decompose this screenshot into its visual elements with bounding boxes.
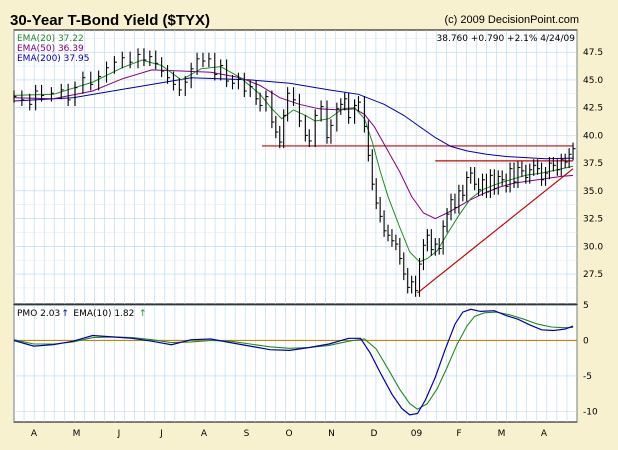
x-tick-label: A bbox=[541, 429, 548, 439]
y-tick-label: 42.5 bbox=[583, 104, 603, 114]
ema20-line bbox=[13, 59, 574, 263]
legend-entry: EMA(200) 37.95 bbox=[17, 54, 89, 64]
pmo-legend-entry: PMO 2.03 bbox=[17, 309, 60, 319]
pmo-line bbox=[13, 308, 574, 416]
up-arrow-icon: ↑ bbox=[139, 309, 147, 319]
quote-text: 38.760 +0.790 +2.1% 4/24/09 bbox=[437, 34, 576, 44]
x-tick-label: J bbox=[159, 429, 163, 439]
x-tick-label: 09 bbox=[411, 429, 423, 439]
y-tick-label: 5 bbox=[583, 301, 589, 311]
y-tick-label: 45.0 bbox=[583, 76, 603, 86]
x-tick-label: D bbox=[371, 429, 378, 439]
x-tick-label: M bbox=[73, 429, 81, 439]
y-tick-label: 0 bbox=[583, 336, 589, 346]
y-tick-label: 40.0 bbox=[583, 131, 603, 141]
pmo-ema-line bbox=[13, 311, 574, 410]
y-tick-label: 32.5 bbox=[583, 215, 603, 225]
chart-title: 30-Year T-Bond Yield ($TYX) bbox=[10, 12, 211, 29]
y-tick-label: -10 bbox=[583, 407, 598, 417]
y-tick-label: 35.0 bbox=[583, 187, 603, 197]
x-tick-label: J bbox=[117, 429, 121, 439]
y-tick-label: 30.0 bbox=[583, 242, 603, 252]
x-tick-label: F bbox=[456, 429, 461, 439]
legend-entry: EMA(50) 36.39 bbox=[17, 44, 84, 54]
y-tick-label: 27.5 bbox=[583, 270, 603, 280]
x-tick-label: A bbox=[31, 429, 38, 439]
legend-entry: EMA(20) 37.22 bbox=[17, 34, 84, 44]
x-tick-label: O bbox=[285, 429, 292, 439]
copyright-text: (c) 2009 DecisionPoint.com bbox=[444, 14, 579, 26]
x-tick-label: S bbox=[244, 429, 250, 439]
y-tick-label: 47.5 bbox=[583, 48, 603, 58]
trend-line bbox=[417, 168, 574, 294]
x-tick-label: N bbox=[328, 429, 335, 439]
x-tick-label: M bbox=[498, 429, 506, 439]
y-tick-label: 37.5 bbox=[583, 159, 603, 169]
y-tick-label: -5 bbox=[583, 372, 592, 382]
up-arrow-icon: ↑ bbox=[61, 309, 69, 319]
x-tick-label: A bbox=[201, 429, 208, 439]
pmo-legend-entry: EMA(10) 1.82 bbox=[73, 309, 134, 319]
